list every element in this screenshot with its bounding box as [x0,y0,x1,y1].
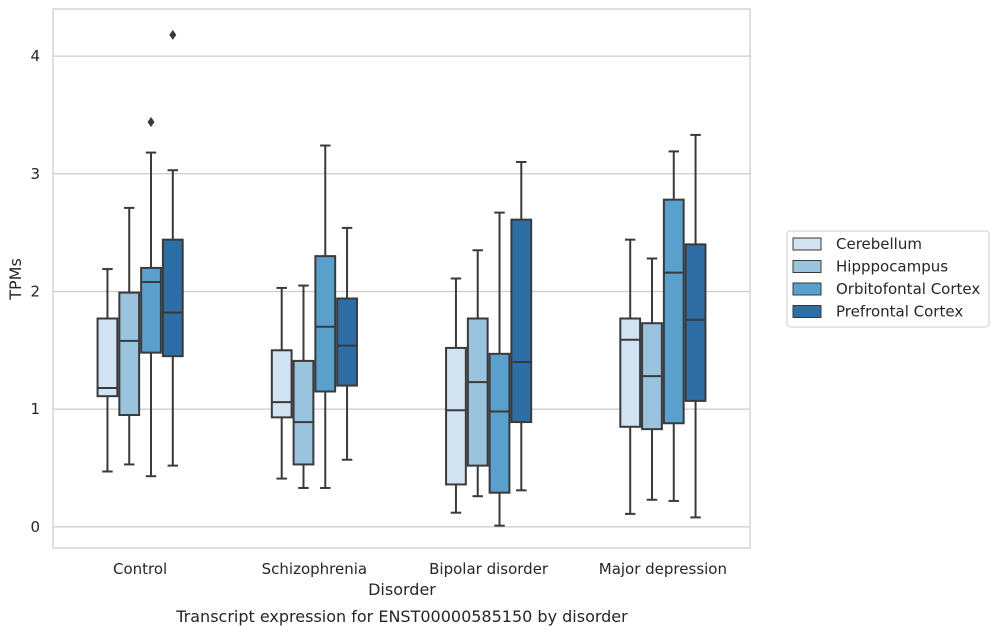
box-iqr [662,198,685,425]
legend-swatch [792,260,822,273]
box-0-1 [118,206,141,466]
x-tick-label: Control [113,560,167,578]
legend-swatch [792,237,822,251]
y-tick-label: 0 [30,518,40,536]
box-0-3 [161,29,184,467]
box-1-0 [270,286,293,480]
box-1-1 [292,284,315,489]
y-axis-label: TPMs [6,258,25,301]
box-2-1 [466,249,489,498]
box-3-2 [662,150,685,502]
legend-label: Orbitofontal Cortex [836,280,980,298]
legend-label: Cerebellum [836,235,922,253]
box-iqr [466,317,489,467]
box-iqr [118,291,141,417]
y-tick-label: 3 [30,165,40,183]
legend-label: Prefrontal Cortex [836,303,963,321]
box-iqr [161,238,184,358]
legend-item: Hipppocampus [792,258,948,276]
x-tick-label: Schizophrenia [262,560,367,578]
chart-caption: Transcript expression for ENST0000058515… [175,607,628,626]
legend: Cerebellum Hipppocampus Orbitofontal Corte… [786,230,990,328]
outlier-point [169,29,177,40]
y-axis-ticks: 0 1 2 3 4 [30,47,40,536]
y-tick-label: 4 [30,47,40,65]
y-tick-label: 1 [30,400,40,418]
legend-item: Prefrontal Cortex [792,303,963,321]
legend-item: Orbitofontal Cortex [792,280,980,298]
box-iqr [314,255,337,393]
x-tick-label: Major depression [599,560,727,578]
legend-item: Cerebellum [792,235,922,253]
plot-frame [52,8,751,549]
box-iqr [488,352,511,494]
box-3-3 [684,133,707,519]
legend-swatch [792,305,822,318]
legend-label: Hipppocampus [836,258,948,276]
box-0-2 [140,116,162,478]
box-iqr [270,349,293,419]
box-2-3 [510,160,533,492]
legend-frame [786,230,990,328]
box-1-3 [336,226,358,461]
box-iqr [445,346,467,486]
x-axis-label: Disorder [368,580,436,599]
box-iqr [619,317,642,428]
box-2-2 [488,211,511,527]
box-3-1 [641,257,663,501]
box-2-0 [445,277,467,514]
outlier-point [147,116,155,127]
box-iqr [140,266,162,354]
box-iqr [510,218,533,424]
box-iqr [292,359,315,466]
plot-area [96,29,707,527]
x-tick-label: Bipolar disorder [429,560,549,578]
box-0-0 [96,268,119,473]
y-tick-label: 2 [30,282,40,300]
box-iqr [336,297,358,387]
box-iqr [684,243,707,402]
box-3-0 [619,238,642,515]
box-iqr [96,317,119,398]
x-axis-ticks: Control Schizophrenia Bipolar disorder Majo… [113,560,727,578]
legend-swatch [792,282,822,296]
box-1-2 [314,144,337,489]
